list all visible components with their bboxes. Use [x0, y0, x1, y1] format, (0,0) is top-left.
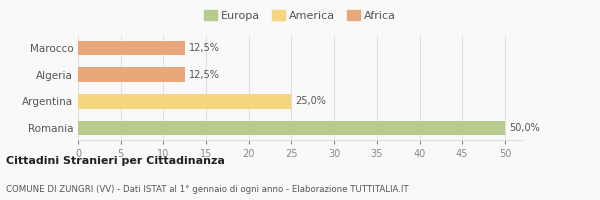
Bar: [78, 94, 292, 109]
Text: 12,5%: 12,5%: [189, 70, 220, 80]
Text: 12,5%: 12,5%: [189, 43, 220, 53]
Text: 25,0%: 25,0%: [296, 96, 326, 106]
Text: COMUNE DI ZUNGRI (VV) - Dati ISTAT al 1° gennaio di ogni anno - Elaborazione TUT: COMUNE DI ZUNGRI (VV) - Dati ISTAT al 1°…: [6, 185, 409, 194]
Bar: [78, 41, 185, 55]
Legend: Europa, America, Africa: Europa, America, Africa: [199, 6, 401, 25]
Bar: [78, 67, 185, 82]
Text: Cittadini Stranieri per Cittadinanza: Cittadini Stranieri per Cittadinanza: [6, 156, 225, 166]
Text: 50,0%: 50,0%: [509, 123, 540, 133]
Bar: [78, 121, 505, 135]
